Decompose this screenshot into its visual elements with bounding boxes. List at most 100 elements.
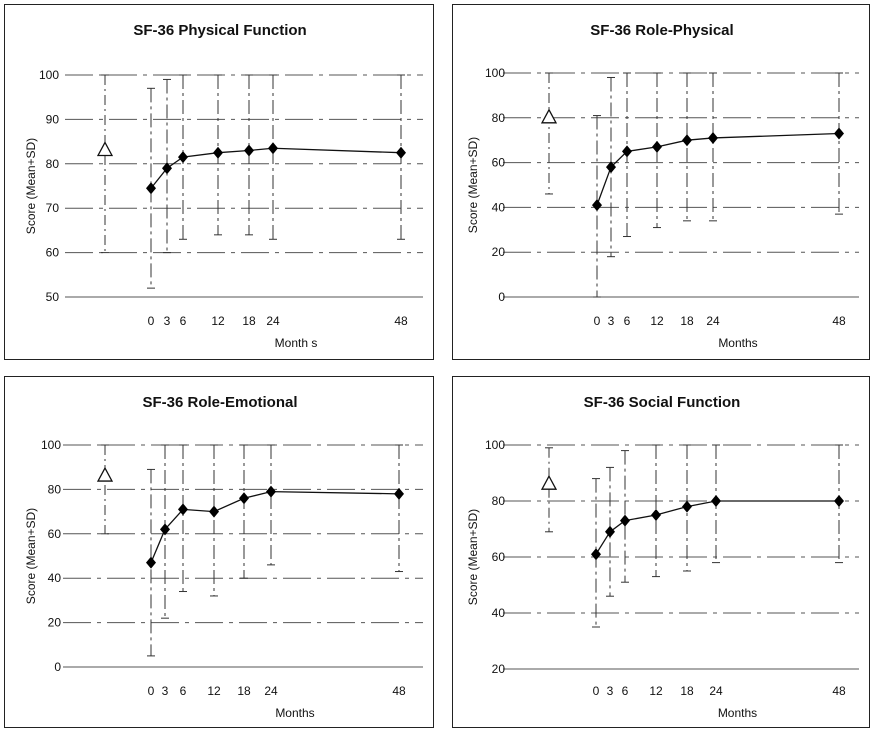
y-tick-label: 80 xyxy=(48,482,62,496)
x-tick-label: 18 xyxy=(237,684,251,698)
chart-title: SF-36 Social Function xyxy=(584,394,741,411)
data-point-diamond xyxy=(146,556,156,569)
y-axis-label: Score (Mean+SD) xyxy=(466,509,480,605)
series-line xyxy=(596,132,840,206)
y-tick-label: 60 xyxy=(46,246,60,260)
chart-title: SF-36 Physical Function xyxy=(133,22,306,39)
reference-triangle-marker xyxy=(96,466,114,482)
series-line xyxy=(595,500,839,555)
y-tick-label: 100 xyxy=(485,438,505,452)
x-tick-label: 18 xyxy=(680,314,694,328)
y-axis-label: Score (Mean+SD) xyxy=(24,138,38,234)
data-point-diamond xyxy=(682,500,692,513)
x-tick-label: 48 xyxy=(832,684,846,698)
data-point-diamond xyxy=(178,503,188,516)
y-tick-label: 100 xyxy=(39,68,59,82)
y-axis-label: Score (Mean+SD) xyxy=(24,508,38,604)
y-tick-label: 80 xyxy=(492,494,506,508)
x-tick-label: 24 xyxy=(709,684,723,698)
reference-triangle-marker xyxy=(96,141,114,157)
x-tick-label: 48 xyxy=(392,684,406,698)
data-point-diamond xyxy=(239,492,249,505)
x-tick-label: 6 xyxy=(180,314,187,328)
data-point-diamond xyxy=(396,146,406,159)
y-tick-label: 100 xyxy=(485,66,505,80)
data-point-diamond xyxy=(708,131,718,144)
x-tick-label: 0 xyxy=(593,684,600,698)
data-point-diamond xyxy=(591,548,601,561)
y-tick-label: 90 xyxy=(46,112,60,126)
chart-title: SF-36 Role-Physical xyxy=(590,22,733,39)
reference-triangle-marker xyxy=(540,108,558,124)
chart-panel-social-function: SF-36 Social Function 20 40 60 80 100 Score (M… xyxy=(452,376,870,728)
data-point-diamond xyxy=(266,485,276,498)
data-point-diamond xyxy=(162,162,172,175)
x-tick-label: 0 xyxy=(148,314,155,328)
series-line xyxy=(150,490,400,563)
x-tick-label: 3 xyxy=(608,314,615,328)
data-point-diamond xyxy=(606,161,616,174)
chart-svg-social-function: SF-36 Social Function 20 40 60 80 100 Score (M… xyxy=(466,394,859,720)
y-tick-label: 20 xyxy=(492,245,506,259)
x-tick-label: 48 xyxy=(394,314,408,328)
y-tick-label: 70 xyxy=(46,201,60,215)
y-tick-label: 20 xyxy=(48,616,62,630)
x-axis-label: Months xyxy=(718,336,757,350)
x-tick-label: 48 xyxy=(832,314,846,328)
x-axis-label: Months xyxy=(275,706,314,720)
y-tick-label: 40 xyxy=(492,200,506,214)
y-tick-label: 60 xyxy=(492,550,506,564)
chart-panel-physical-function: SF-36 Physical Function 50 60 70 80 90 100 Scor… xyxy=(4,4,434,360)
series-line xyxy=(150,147,402,189)
y-tick-label: 80 xyxy=(46,157,60,171)
x-axis-label: Months xyxy=(718,706,757,720)
data-point-diamond xyxy=(209,505,219,518)
data-point-diamond xyxy=(268,142,278,155)
x-tick-label: 12 xyxy=(207,684,221,698)
data-point-diamond xyxy=(394,487,404,500)
chart-panel-role-emotional: SF-36 Role-Emotional 0 20 40 60 80 100 Score (M… xyxy=(4,376,434,728)
data-point-diamond xyxy=(160,523,170,536)
data-point-diamond xyxy=(244,144,254,157)
data-point-diamond xyxy=(592,199,602,212)
x-tick-label: 6 xyxy=(624,314,631,328)
chart-svg-physical-function: SF-36 Physical Function5060708090100Scor… xyxy=(24,22,423,350)
x-tick-label: 18 xyxy=(680,684,694,698)
x-axis-label: Month s xyxy=(275,336,318,350)
data-point-diamond xyxy=(213,146,223,159)
y-tick-label: 80 xyxy=(492,111,506,125)
y-tick-label: 60 xyxy=(492,156,506,170)
data-point-diamond xyxy=(622,145,632,158)
x-tick-label: 24 xyxy=(264,684,278,698)
data-point-diamond xyxy=(711,495,721,507)
data-point-diamond xyxy=(651,509,661,521)
reference-triangle-marker xyxy=(540,474,558,490)
data-point-diamond xyxy=(146,182,156,195)
y-tick-label: 100 xyxy=(41,438,61,452)
data-point-diamond xyxy=(682,134,692,147)
x-tick-label: 0 xyxy=(594,314,601,328)
data-point-diamond xyxy=(834,127,844,140)
x-tick-label: 3 xyxy=(162,684,169,698)
data-point-diamond xyxy=(178,151,188,164)
chart-panel-role-physical: SF-36 Role-Physical 0 20 40 60 80 100 Score (Me… xyxy=(452,4,870,360)
y-tick-label: 50 xyxy=(46,290,60,304)
y-axis-label: Score (Mean+SD) xyxy=(466,137,480,233)
chart-svg-role-physical: SF-36 Role-Physical 0 20 40 60 80 100 Score (Me… xyxy=(466,22,859,350)
y-tick-label: 20 xyxy=(492,662,506,676)
x-tick-label: 6 xyxy=(180,684,187,698)
x-tick-label: 12 xyxy=(650,314,664,328)
y-tick-label: 0 xyxy=(54,660,61,674)
x-tick-label: 12 xyxy=(211,314,225,328)
x-tick-label: 24 xyxy=(706,314,720,328)
data-point-diamond xyxy=(652,140,662,153)
y-tick-label: 40 xyxy=(492,606,506,620)
x-tick-label: 18 xyxy=(242,314,256,328)
data-point-diamond xyxy=(620,514,630,527)
data-point-diamond xyxy=(605,525,615,538)
x-tick-label: 3 xyxy=(607,684,614,698)
x-tick-label: 3 xyxy=(164,314,171,328)
chart-title: SF-36 Role-Emotional xyxy=(142,394,297,411)
x-tick-label: 24 xyxy=(266,314,280,328)
